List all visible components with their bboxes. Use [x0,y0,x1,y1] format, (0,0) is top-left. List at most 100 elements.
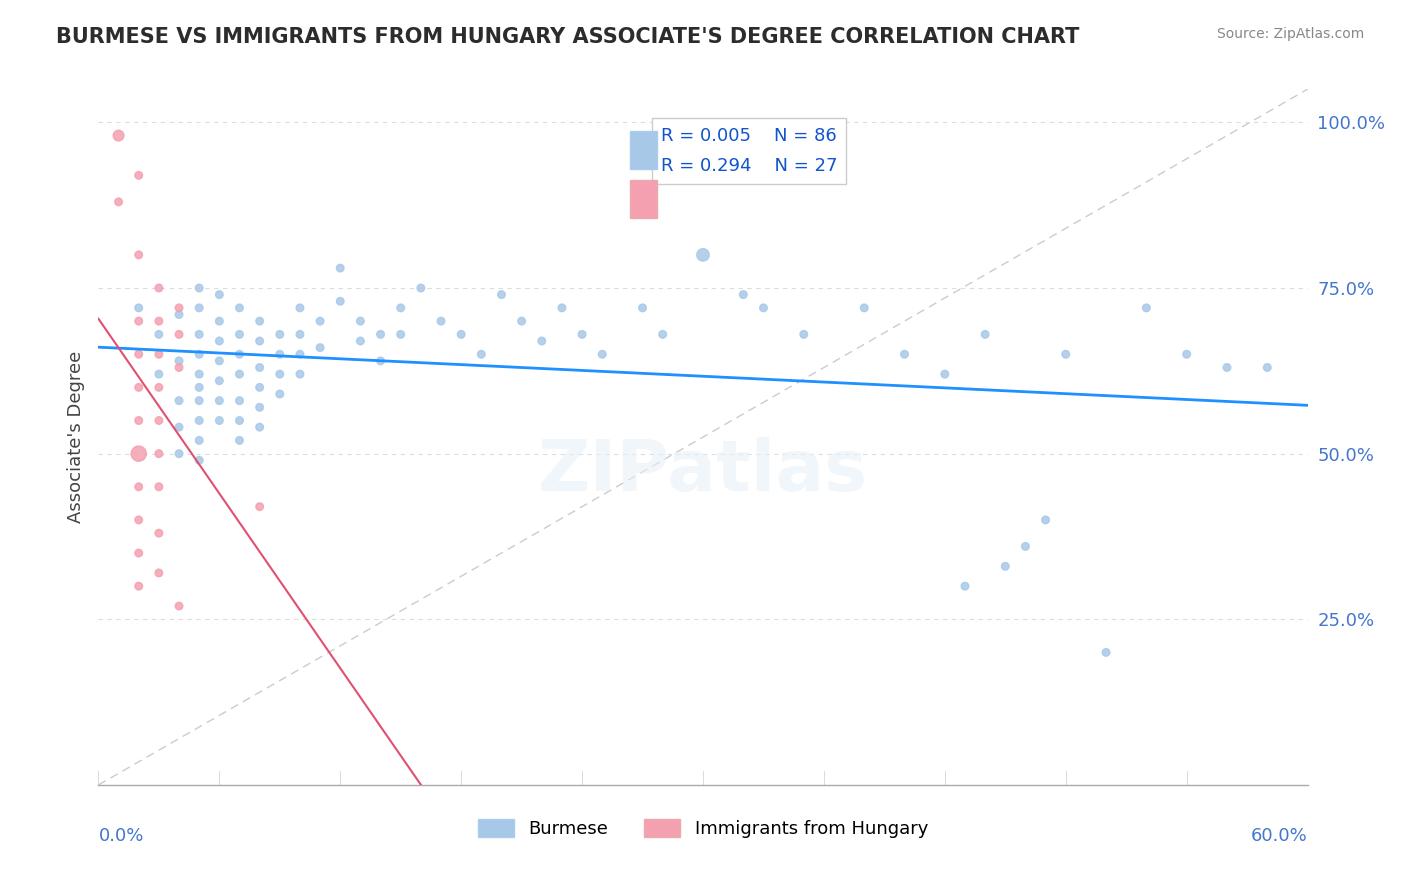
Point [107,194,129,209]
Point [188,327,211,342]
Point [188,380,211,394]
Point [128,314,150,328]
Point [288,327,311,342]
Point [208,413,231,427]
Text: 0.0%: 0.0% [98,827,143,845]
Point [228,393,250,408]
Point [288,367,311,381]
Point [288,347,311,361]
Legend: Burmese, Immigrants from Hungary: Burmese, Immigrants from Hungary [471,812,935,846]
Point [128,248,150,262]
Point [208,354,231,368]
Point [1014,540,1036,554]
Point [853,301,876,315]
Point [148,314,170,328]
Text: Source: ZipAtlas.com: Source: ZipAtlas.com [1216,27,1364,41]
Point [329,261,352,276]
Point [269,347,291,361]
Point [510,314,533,328]
Text: 60.0%: 60.0% [1251,827,1308,845]
Point [893,347,915,361]
Text: R = 0.005    N = 86
R = 0.294    N = 27: R = 0.005 N = 86 R = 0.294 N = 27 [661,128,837,175]
Point [249,420,271,434]
Point [994,559,1017,574]
Point [128,301,150,315]
Point [370,354,392,368]
Point [188,301,211,315]
Point [793,327,815,342]
Point [1095,645,1118,659]
Point [128,480,150,494]
Point [249,360,271,375]
Point [1256,360,1278,375]
Point [188,413,211,427]
Point [167,301,190,315]
Point [128,169,150,183]
Point [228,301,250,315]
Point [167,420,190,434]
Point [491,287,513,301]
Point [389,301,412,315]
Point [228,347,250,361]
Point [409,281,432,295]
Point [148,413,170,427]
Point [269,367,291,381]
Point [288,301,311,315]
Text: ZIPatlas: ZIPatlas [538,437,868,507]
Point [148,367,170,381]
Point [128,413,150,427]
Point [249,380,271,394]
Point [309,341,332,355]
Point [551,301,574,315]
Point [148,327,170,342]
Point [167,447,190,461]
Point [370,327,392,342]
Point [167,360,190,375]
Point [167,308,190,322]
Point [470,347,492,361]
Point [228,434,250,448]
Point [208,314,231,328]
Point [167,393,190,408]
Point [953,579,976,593]
Point [148,380,170,394]
Point [1135,301,1157,315]
Point [107,128,129,143]
Point [148,447,170,461]
Point [148,526,170,541]
Point [208,334,231,348]
Point [128,513,150,527]
Point [188,281,211,295]
Point [349,334,371,348]
Point [733,287,755,301]
Point [692,248,714,262]
Point [349,314,371,328]
Point [1216,360,1239,375]
Point [188,347,211,361]
Point [450,327,472,342]
Point [591,347,613,361]
Point [188,434,211,448]
Point [167,599,190,613]
Point [148,347,170,361]
Point [249,500,271,514]
Point [228,367,250,381]
Point [249,401,271,415]
Point [651,327,673,342]
Point [1054,347,1077,361]
Point [249,334,271,348]
Point [530,334,553,348]
Point [269,387,291,401]
Point [1175,347,1198,361]
Point [934,367,956,381]
Point [167,327,190,342]
Point [148,281,170,295]
Point [128,447,150,461]
Point [188,393,211,408]
Point [631,301,654,315]
Point [389,327,412,342]
Point [228,413,250,427]
Point [148,480,170,494]
Point [329,294,352,309]
Point [571,327,593,342]
